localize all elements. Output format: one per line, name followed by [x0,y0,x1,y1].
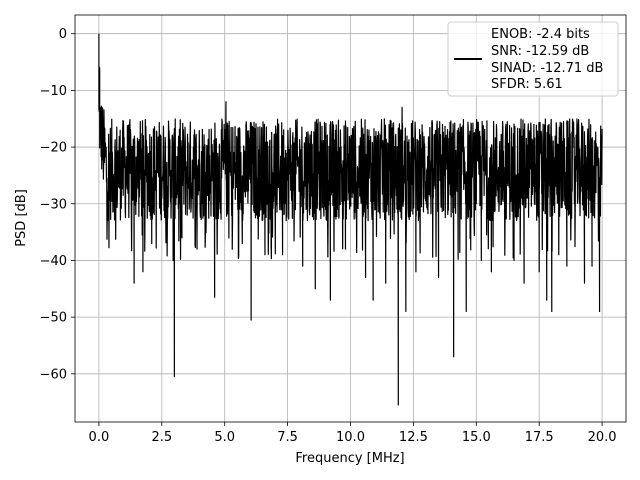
legend: ENOB: -2.4 bits SNR: -12.59 dB SINAD: -1… [447,21,619,97]
x-tick-label: 10.0 [336,430,365,445]
x-tick-label: 17.5 [525,430,554,445]
x-tick-label: 5.0 [214,430,235,445]
x-tick-label: 0.0 [89,430,110,445]
x-axis-ticks: 0.0 2.5 5.0 7.5 10.0 12.5 15.0 17.5 20.0 [89,422,617,445]
x-tick-label: 7.5 [277,430,298,445]
x-tick-label: 2.5 [151,430,172,445]
y-tick-label: −50 [40,311,67,326]
x-tick-label: 12.5 [399,430,428,445]
legend-entry-snr: SNR: -12.59 dB [491,44,589,59]
legend-entry-enob: ENOB: -2.4 bits [491,27,590,42]
y-axis-label: PSD [dB] [14,189,29,247]
series-layer [98,33,603,406]
y-tick-label: −20 [40,141,67,156]
x-tick-label: 15.0 [462,430,491,445]
y-tick-label: 0 [59,27,67,42]
y-tick-label: −10 [40,84,67,99]
psd-series-line [98,33,603,406]
y-axis-ticks: 0 −10 −20 −30 −40 −50 −60 [40,27,75,382]
x-axis-label: Frequency [MHz] [295,451,404,466]
y-tick-label: −60 [40,367,67,382]
legend-box [447,21,619,97]
legend-entry-sfdr: SFDR: 5.61 [491,77,563,92]
legend-entry-sinad: SINAD: -12.71 dB [491,61,603,76]
y-tick-label: −40 [40,254,67,269]
y-tick-label: −30 [40,197,67,212]
x-tick-label: 20.0 [588,430,617,445]
